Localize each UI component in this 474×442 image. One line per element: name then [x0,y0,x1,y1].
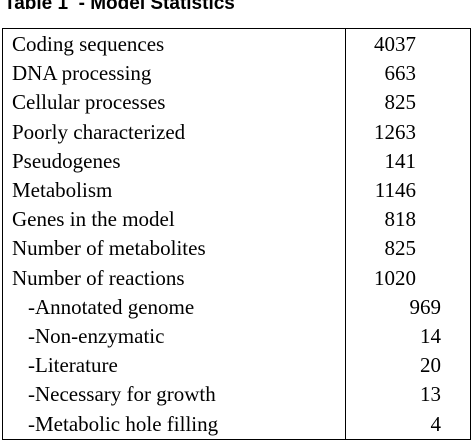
sub-row-value: 14 [420,324,441,348]
row-value: 818 [384,207,417,232]
sub-row-value: 969 [409,294,442,319]
row-label: Coding sequences [12,32,165,56]
sub-row-label: -Literature [28,353,118,378]
sub-row-value: 4 [430,411,442,436]
row-value: 4037 [374,32,416,56]
sub-row-label: -Metabolic hole filling [28,411,219,436]
row-value: 663 [384,61,417,86]
row-label: Number of reactions [12,265,185,290]
row-label: Genes in the model [12,207,175,232]
sub-row-value: 13 [420,382,441,407]
row-value: 825 [384,236,417,261]
table-border [2,28,471,440]
row-value: 825 [384,90,417,115]
row-label: Number of metabolites [12,236,206,261]
row-label: Metabolism [12,178,113,202]
sub-row-label: -Non-enzymatic [28,324,165,348]
row-value: 1263 [374,119,416,144]
sub-row-value: 20 [420,353,441,378]
column-separator [345,28,346,439]
table-title: Table 1 - Model Statistics [4,0,235,14]
row-label: Cellular processes [12,90,166,115]
row-label: Pseudogenes [12,148,121,173]
row-value: 1020 [374,265,416,290]
sub-row-label: -Annotated genome [28,294,195,319]
row-value: 141 [384,148,417,173]
sub-row-label: -Necessary for growth [28,382,216,407]
row-label: DNA processing [12,61,152,86]
row-value: 1146 [374,178,416,202]
row-label: Poorly characterized [12,119,186,144]
